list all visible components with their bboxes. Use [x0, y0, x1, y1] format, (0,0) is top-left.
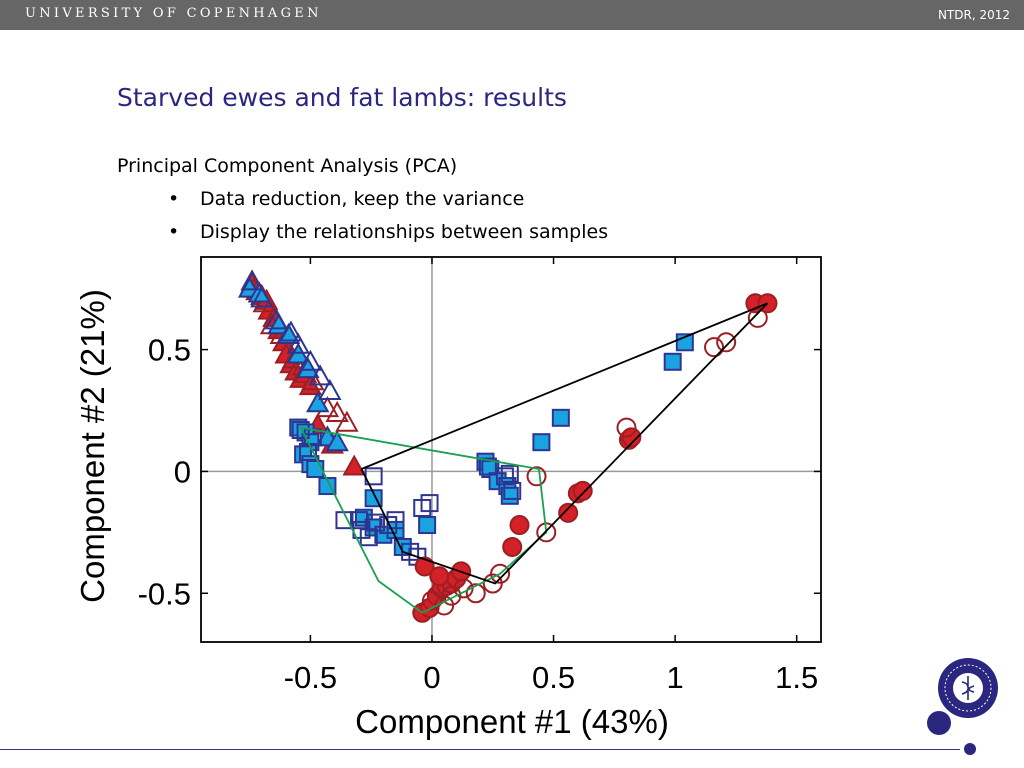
data-point-circle: [528, 467, 546, 485]
y-tick-label: 0.5: [148, 333, 191, 368]
x-tick-label: 0: [423, 660, 440, 695]
data-point-square: [419, 517, 435, 533]
data-point-circle: [467, 584, 485, 602]
data-point-circle: [574, 482, 592, 500]
data-point-square: [665, 354, 681, 370]
footer-rule: [0, 749, 960, 750]
plot-frame: [201, 257, 821, 642]
x-tick-label: 1: [666, 660, 683, 695]
data-point-circle: [503, 538, 521, 556]
pca-scatter-plot: -0.5 0 0.5 1 1.5-0.500.5 Component #1 (43%) …: [0, 0, 1024, 768]
x-tick-label: 0.5: [532, 660, 575, 695]
x-axis-label: Component #1 (43%): [355, 703, 669, 740]
x-tick-label: -0.5: [284, 660, 337, 695]
x-tick-label: 1.5: [775, 660, 818, 695]
y-tick-label: -0.5: [138, 576, 191, 611]
data-point-triangle: [344, 457, 364, 475]
y-tick-label: 0: [174, 454, 191, 489]
data-point-square: [533, 434, 549, 450]
data-point-circle: [717, 333, 735, 351]
data-point-circle: [430, 567, 448, 585]
data-point-circle: [559, 504, 577, 522]
y-axis-label: Component #2 (21%): [74, 289, 111, 603]
data-point-square: [553, 410, 569, 426]
black-hull-outline: [361, 303, 767, 583]
data-point-circle: [705, 338, 723, 356]
data-point-circle: [511, 516, 529, 534]
